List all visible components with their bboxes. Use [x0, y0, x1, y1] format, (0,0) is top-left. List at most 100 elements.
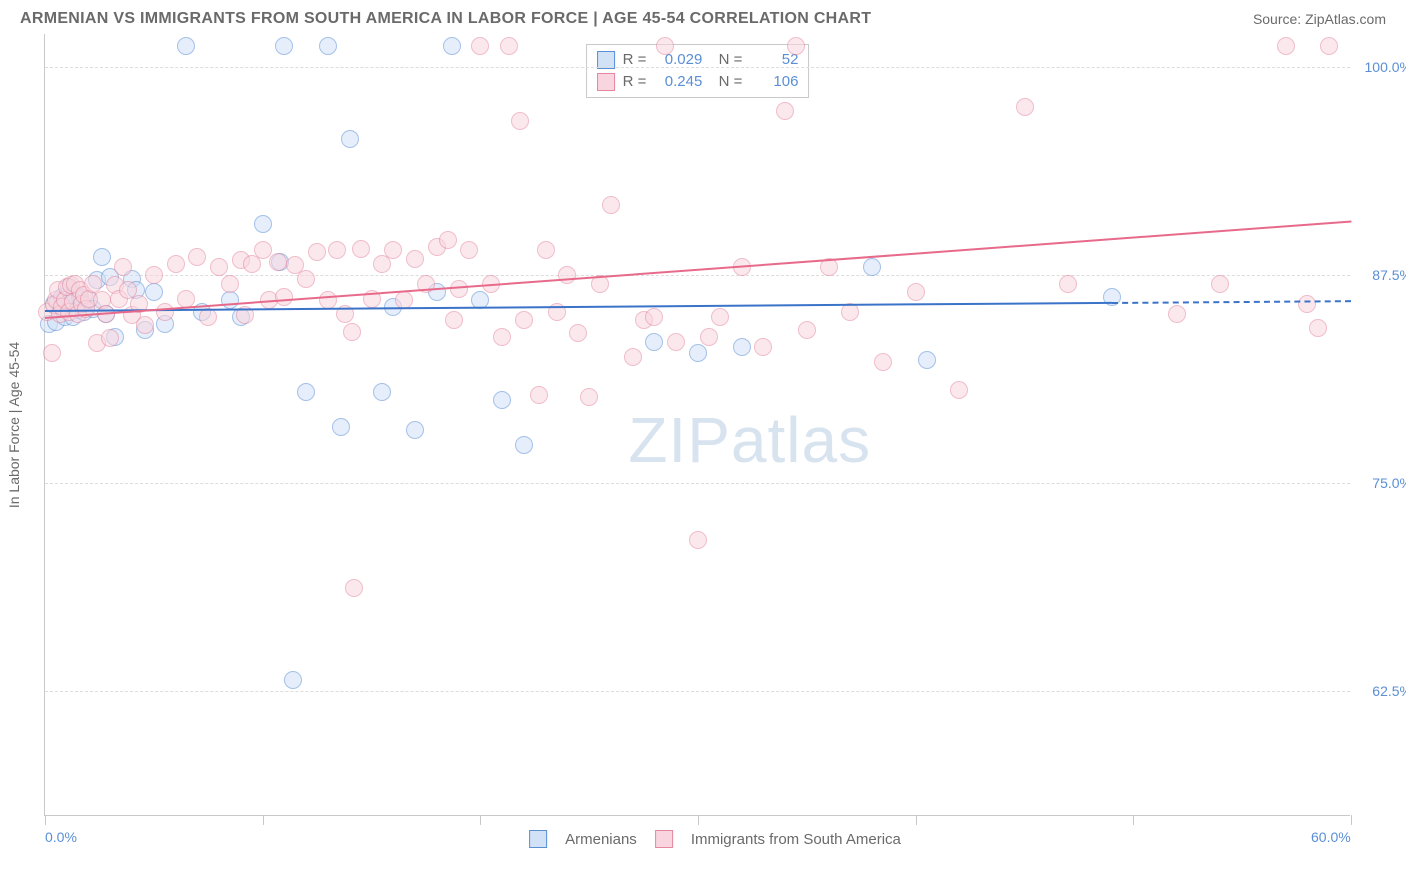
- data-point: [733, 338, 751, 356]
- data-point: [210, 258, 228, 276]
- scatter-plot: ZIPatlas R =0.029 N =52R =0.245 N =106 6…: [44, 34, 1350, 816]
- data-point: [43, 344, 61, 362]
- data-point: [145, 266, 163, 284]
- data-point: [269, 253, 287, 271]
- data-point: [624, 348, 642, 366]
- x-tick: [1351, 815, 1352, 825]
- data-point: [221, 275, 239, 293]
- x-tick: [698, 815, 699, 825]
- data-point: [471, 37, 489, 55]
- data-point: [114, 258, 132, 276]
- y-tick-label: 75.0%: [1372, 475, 1406, 491]
- data-point: [667, 333, 685, 351]
- correlation-legend: R =0.029 N =52R =0.245 N =106: [586, 44, 810, 98]
- data-point: [297, 270, 315, 288]
- data-point: [700, 328, 718, 346]
- data-point: [443, 37, 461, 55]
- data-point: [537, 241, 555, 259]
- data-point: [754, 338, 772, 356]
- data-point: [645, 308, 663, 326]
- data-point: [373, 383, 391, 401]
- data-point: [406, 421, 424, 439]
- data-point: [297, 383, 315, 401]
- data-point: [445, 311, 463, 329]
- data-point: [341, 130, 359, 148]
- data-point: [439, 231, 457, 249]
- data-point: [950, 381, 968, 399]
- y-tick-label: 87.5%: [1372, 267, 1406, 283]
- data-point: [918, 351, 936, 369]
- x-tick-label: 60.0%: [1311, 829, 1351, 845]
- data-point: [406, 250, 424, 268]
- data-point: [254, 241, 272, 259]
- data-point: [136, 316, 154, 334]
- data-point: [93, 248, 111, 266]
- plot-wrapper: In Labor Force | Age 45-54 ZIPatlas R =0…: [44, 34, 1386, 816]
- data-point: [493, 391, 511, 409]
- data-point: [332, 418, 350, 436]
- data-point: [493, 328, 511, 346]
- data-point: [221, 291, 239, 309]
- chart-title: ARMENIAN VS IMMIGRANTS FROM SOUTH AMERIC…: [20, 10, 871, 28]
- legend-n-value: 106: [750, 71, 798, 93]
- data-point: [1320, 37, 1338, 55]
- data-point: [167, 255, 185, 273]
- legend-r-label: R =: [623, 71, 647, 93]
- x-tick: [480, 815, 481, 825]
- data-point: [188, 248, 206, 266]
- data-point: [284, 671, 302, 689]
- data-point: [787, 37, 805, 55]
- data-point: [319, 37, 337, 55]
- data-point: [254, 215, 272, 233]
- data-point: [515, 311, 533, 329]
- data-point: [345, 579, 363, 597]
- y-tick-label: 62.5%: [1372, 683, 1406, 699]
- data-point: [101, 329, 119, 347]
- legend-label: Immigrants from South America: [691, 831, 901, 848]
- data-point: [515, 436, 533, 454]
- data-point: [384, 241, 402, 259]
- data-point: [1016, 98, 1034, 116]
- data-point: [645, 333, 663, 351]
- y-axis-title: In Labor Force | Age 45-54: [6, 342, 22, 508]
- data-point: [711, 308, 729, 326]
- data-point: [1298, 295, 1316, 313]
- data-point: [328, 241, 346, 259]
- data-point: [177, 37, 195, 55]
- data-point: [907, 283, 925, 301]
- data-point: [84, 275, 102, 293]
- data-point: [500, 37, 518, 55]
- data-point: [511, 112, 529, 130]
- gridline: [45, 691, 1350, 692]
- gridline: [45, 275, 1350, 276]
- x-tick: [45, 815, 46, 825]
- gridline: [45, 67, 1350, 68]
- series-legend: Armenians Immigrants from South America: [529, 830, 901, 848]
- x-tick: [916, 815, 917, 825]
- legend-swatch: [655, 830, 673, 848]
- data-point: [1059, 275, 1077, 293]
- x-tick: [1133, 815, 1134, 825]
- data-point: [874, 353, 892, 371]
- gridline: [45, 483, 1350, 484]
- data-point: [145, 283, 163, 301]
- data-point: [1277, 37, 1295, 55]
- data-point: [602, 196, 620, 214]
- data-point: [308, 243, 326, 261]
- data-point: [1309, 319, 1327, 337]
- data-point: [656, 37, 674, 55]
- data-point: [569, 324, 587, 342]
- x-tick-label: 0.0%: [45, 829, 77, 845]
- data-point: [689, 531, 707, 549]
- x-tick: [263, 815, 264, 825]
- legend-r-value: 0.245: [654, 71, 702, 93]
- data-point: [352, 240, 370, 258]
- legend-row: R =0.245 N =106: [597, 71, 799, 93]
- data-point: [319, 291, 337, 309]
- data-point: [177, 290, 195, 308]
- data-point: [343, 323, 361, 341]
- data-point: [460, 241, 478, 259]
- legend-swatch: [529, 830, 547, 848]
- data-point: [863, 258, 881, 276]
- legend-label: Armenians: [565, 831, 637, 848]
